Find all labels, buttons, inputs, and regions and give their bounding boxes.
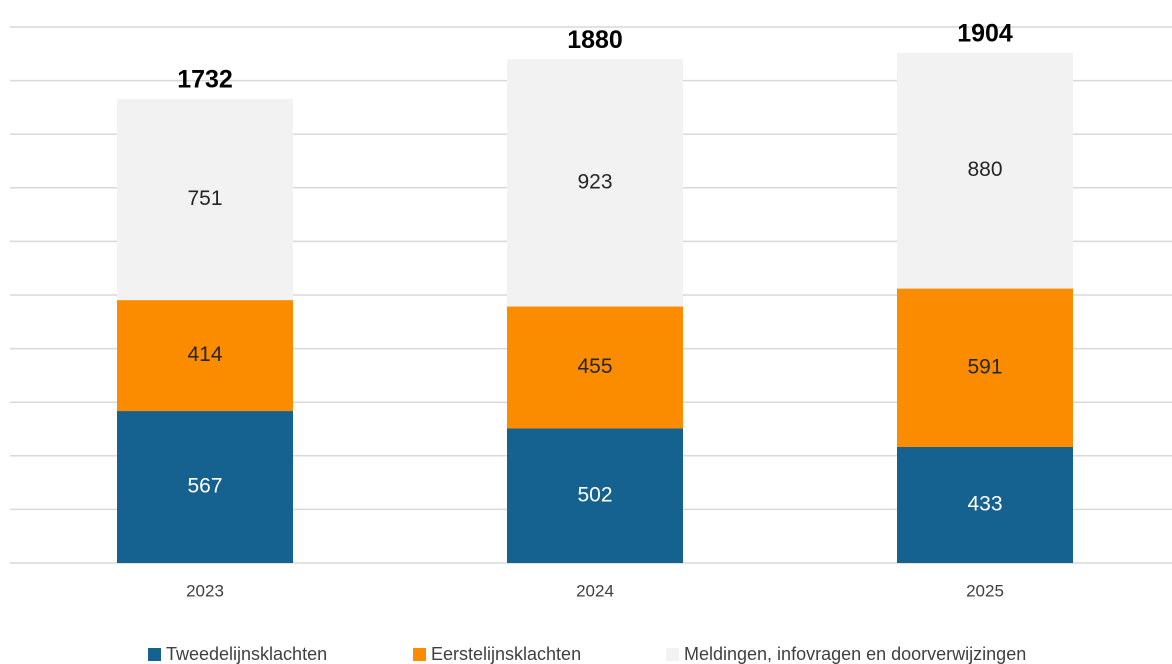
data-label: 591 [967,355,1002,378]
data-label: 751 [187,187,222,210]
legend-swatch [666,648,679,661]
data-label: 455 [577,355,612,378]
total-label: 1732 [177,65,233,93]
bar-segment [117,300,293,412]
legend-label: Tweedelijnsklachten [166,644,327,664]
bar-segment [117,411,293,563]
bar-segment [507,428,683,563]
total-label: 1904 [957,19,1013,47]
x-tick-label: 2024 [576,581,614,600]
data-label: 567 [187,475,222,498]
data-label: 880 [967,158,1002,181]
bar-segment [897,446,1073,563]
data-label: 923 [577,170,612,193]
x-tick-label: 2025 [966,581,1004,600]
legend-swatch [413,648,426,661]
data-label: 433 [967,493,1002,516]
bar-segment [507,306,683,429]
legend-swatch [148,648,161,661]
bar-segment [507,59,683,307]
bar-segment [117,98,293,301]
legend-label: Eerstelijnsklachten [431,644,581,664]
bar-segment [897,288,1073,447]
data-label: 502 [577,483,612,506]
x-tick-label: 2023 [186,581,224,600]
legend-label: Meldingen, infovragen en doorverwijzinge… [684,644,1026,664]
data-label: 414 [187,343,222,366]
bar-segment [897,52,1073,289]
total-label: 1880 [567,26,623,54]
